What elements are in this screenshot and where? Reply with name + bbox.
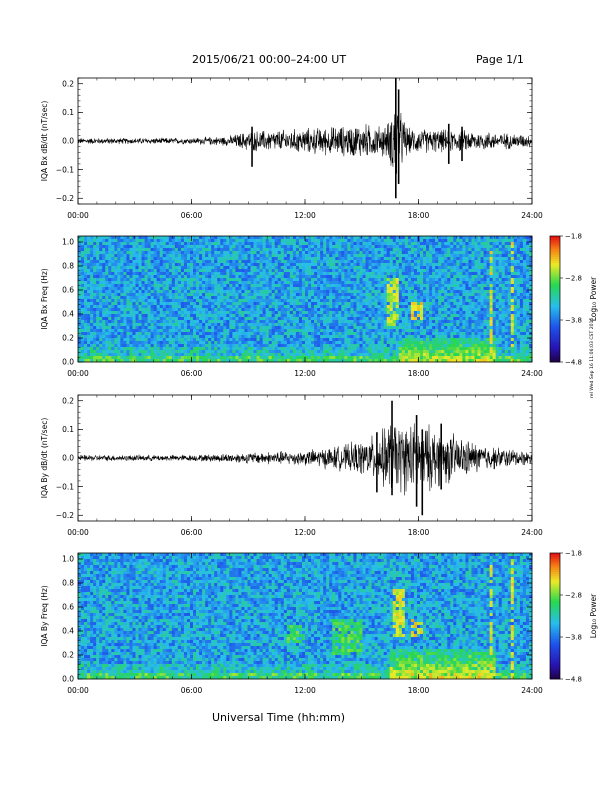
by-spec-xtick-label: 18:00: [408, 686, 430, 695]
by-dbdt-ytick-label: 0.0: [62, 454, 74, 463]
bx-spec-colorbar: −1.8 −2.8 −3.8 −4.8 Log₁₀ Power: [549, 233, 598, 367]
bx-spec-colorbar-tick-label: −2.8: [565, 275, 582, 283]
bx-spec-ytick-label: 0.4: [62, 310, 74, 319]
by-dbdt-line: [77, 423, 533, 496]
bx-spec-xtick-label: 24:00: [521, 369, 543, 378]
by-spec-ytick-label: 0.6: [62, 603, 74, 612]
by-dbdt-xtick-label: 00:00: [67, 528, 89, 537]
by-spec-colorbar-tick-label: −2.8: [565, 592, 582, 600]
by-dbdt-ytick-label: 0.2: [62, 396, 74, 405]
bx-dbdt-ylabel: IQA Bx dB/dt (nT/sec): [40, 101, 49, 182]
bx-spec-ytick-label: 0.2: [62, 334, 74, 343]
bx-spec-xtick-label: 00:00: [67, 369, 89, 378]
bx-dbdt-trace: [77, 78, 533, 199]
by-spec-ytick-label: 0.0: [62, 675, 74, 684]
by-dbdt-axes: 00:00 06:00 12:00 18:00 24:00 0.2 0.1 0.0 −0.1 −0…: [40, 394, 543, 537]
bx-dbdt-xtick-label: 00:00: [67, 211, 89, 220]
bx-spec-colorbar-tick-label: −3.8: [565, 317, 582, 325]
by-spec-xtick-label: 24:00: [521, 686, 543, 695]
bx-spec-heatmap: [78, 236, 533, 363]
bx-dbdt-axes: 00:00 06:00 12:00 18:00 24:00 0.2 0.1 0.0 −0.1 −0…: [40, 77, 543, 220]
bx-spec-ytick-label: 0.6: [62, 286, 74, 295]
by-dbdt-ytick-label: 0.1: [62, 425, 74, 434]
by-dbdt-xtick-label: 06:00: [181, 528, 203, 537]
by-spec-xtick-label: 00:00: [67, 686, 89, 695]
by-dbdt-xtick-label: 18:00: [408, 528, 430, 537]
bx-spec-xtick-label: 18:00: [408, 369, 430, 378]
by-spec-axes: 00:00 06:00 12:00 18:00 24:00 1.0 0.8 0.6 0.4 0.2…: [40, 552, 543, 695]
bx-dbdt-xtick-label: 12:00: [294, 211, 316, 220]
bx-dbdt-ytick-label: 0.0: [62, 137, 74, 146]
bx-spec-ytick-label: 0.0: [62, 358, 74, 367]
page-number: Page 1/1: [476, 53, 524, 66]
by-spec-xtick-label: 06:00: [181, 686, 203, 695]
bx-spec-axes: 00:00 06:00 12:00 18:00 24:00 1.0 0.8 0.6 0.4 0.2…: [40, 235, 543, 378]
by-spec-colorbar-frame: [549, 552, 561, 680]
by-spec-ylabel: IQA By Freq (Hz): [40, 585, 49, 647]
bx-dbdt-ytick-label: −0.1: [56, 165, 74, 174]
bx-spec-xtick-label: 12:00: [294, 369, 316, 378]
bx-spec-colorbar-tick-label: −4.8: [565, 359, 582, 367]
by-dbdt-ylabel: IQA By dB/dt (nT/sec): [40, 418, 49, 499]
bx-spec-ylabel: IQA Bx Freq (Hz): [40, 268, 49, 330]
by-dbdt-trace: [77, 400, 533, 516]
by-spec-ytick-label: 0.8: [62, 579, 74, 588]
by-spec-xtick-label: 12:00: [294, 686, 316, 695]
x-axis-title: Universal Time (hh:mm): [212, 711, 345, 724]
bx-spec-ytick-label: 0.8: [62, 262, 74, 271]
bx-dbdt-xtick-label: 06:00: [181, 211, 203, 220]
bx-spec-colorbar-tick-label: −1.8: [565, 233, 582, 241]
bx-dbdt-ytick-label: 0.2: [62, 79, 74, 88]
bx-dbdt-line: [77, 113, 533, 174]
bx-spec-colorbar-frame: [549, 235, 561, 363]
by-spec-heatmap: [78, 553, 533, 680]
bx-spec-colorbar-label: Log₁₀ Power: [589, 276, 598, 321]
by-dbdt-ytick-label: −0.1: [56, 482, 74, 491]
by-dbdt-ytick-label: −0.2: [56, 511, 74, 520]
by-spec-colorbar-tick-label: −1.8: [565, 550, 582, 558]
bx-dbdt-ytick-label: 0.1: [62, 108, 74, 117]
by-spec-colorbar-tick-label: −4.8: [565, 676, 582, 684]
page-title: 2015/06/21 00:00–24:00 UT: [192, 53, 347, 66]
by-spec-ytick-label: 1.0: [62, 555, 74, 564]
bx-dbdt-xtick-label: 24:00: [521, 211, 543, 220]
by-spec-colorbar-label: Log₁₀ Power: [589, 593, 598, 638]
by-spec-colorbar: −1.8 −2.8 −3.8 −4.8 Log₁₀ Power: [549, 550, 598, 684]
by-dbdt-xtick-label: 12:00: [294, 528, 316, 537]
bx-dbdt-xtick-label: 18:00: [408, 211, 430, 220]
bx-spec-xtick-label: 06:00: [181, 369, 203, 378]
by-dbdt-xtick-label: 24:00: [521, 528, 543, 537]
by-spec-ytick-label: 0.2: [62, 651, 74, 660]
bx-dbdt-ytick-label: −0.2: [56, 194, 74, 203]
bx-spec-ytick-label: 1.0: [62, 238, 74, 247]
by-spec-colorbar-tick-label: −3.8: [565, 634, 582, 642]
by-spec-ytick-label: 0.4: [62, 627, 74, 636]
